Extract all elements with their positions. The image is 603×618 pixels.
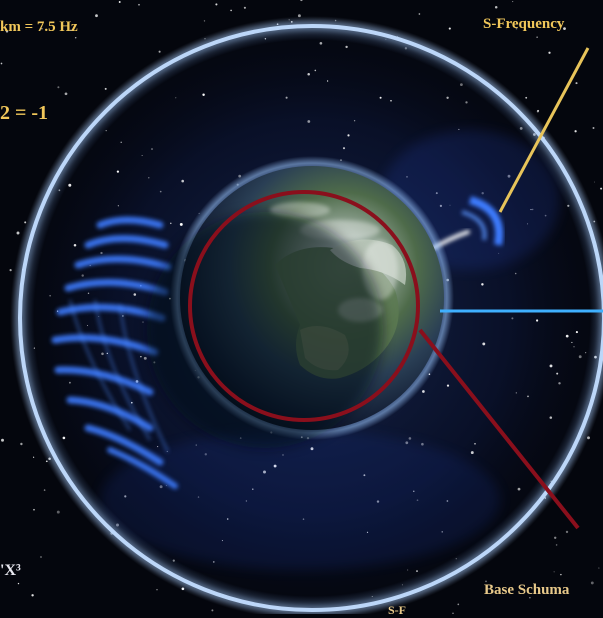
star xyxy=(418,13,421,15)
star xyxy=(565,530,569,534)
star xyxy=(57,86,60,89)
star xyxy=(575,82,578,85)
star xyxy=(556,20,559,23)
formula-bottom-label: 'X³ xyxy=(0,562,21,579)
star xyxy=(536,36,538,38)
star xyxy=(512,1,514,3)
star xyxy=(43,489,46,491)
star xyxy=(554,536,557,539)
star xyxy=(64,92,68,96)
star xyxy=(31,594,34,597)
star xyxy=(158,50,161,53)
star xyxy=(593,181,595,183)
star xyxy=(118,1,121,3)
star xyxy=(563,27,566,30)
bottom-partial-label: S-F xyxy=(388,603,406,617)
star xyxy=(494,5,498,9)
outer-ring-halo xyxy=(15,21,603,614)
star xyxy=(33,456,35,458)
star xyxy=(529,597,531,599)
star xyxy=(592,127,595,129)
star xyxy=(590,581,594,585)
star xyxy=(485,580,487,583)
star xyxy=(448,27,451,30)
star xyxy=(555,544,558,546)
star xyxy=(215,3,218,6)
red-inner-ring xyxy=(188,190,420,422)
star xyxy=(598,567,600,569)
formula-top-label: km = 7.5 Hz xyxy=(0,19,78,35)
star xyxy=(548,51,551,54)
star xyxy=(56,510,60,514)
star xyxy=(9,269,12,272)
formula-mid-label: 2 = -1 xyxy=(0,102,49,124)
star xyxy=(17,582,20,585)
star xyxy=(104,87,107,90)
star xyxy=(211,609,214,612)
star xyxy=(537,109,540,112)
star xyxy=(74,37,77,39)
star xyxy=(5,30,9,33)
star xyxy=(560,573,562,576)
star xyxy=(600,187,603,190)
star xyxy=(138,3,140,6)
s-frequency-label: S-Frequency xyxy=(483,16,565,32)
star xyxy=(16,231,20,235)
earth-shadow xyxy=(147,212,383,448)
star xyxy=(574,130,577,133)
star xyxy=(70,29,72,31)
star xyxy=(1,438,4,442)
star xyxy=(243,6,246,9)
star xyxy=(230,9,232,12)
base-schumann-label: Base Schuma xyxy=(484,582,570,598)
star xyxy=(95,14,98,18)
star xyxy=(203,20,206,22)
yellow-pointer-line xyxy=(498,47,590,213)
red-pointer-line xyxy=(418,328,580,530)
star xyxy=(457,603,460,606)
star xyxy=(538,20,540,23)
star xyxy=(20,442,23,446)
star xyxy=(0,62,3,65)
star xyxy=(300,0,303,2)
star xyxy=(40,556,42,558)
star xyxy=(553,571,555,573)
star xyxy=(515,27,518,30)
star xyxy=(33,508,35,511)
star xyxy=(525,96,528,99)
star xyxy=(156,589,158,591)
star xyxy=(41,27,43,30)
